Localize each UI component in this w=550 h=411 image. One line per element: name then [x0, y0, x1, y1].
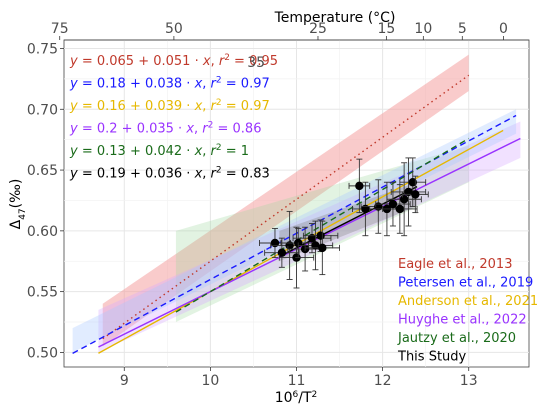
point-marker [270, 238, 280, 248]
legend-entry: Huyghe et al., 2022 [398, 313, 527, 328]
y-tick-label: 0.50 [27, 345, 58, 361]
legend: Eagle et al., 2013 Petersen et al., 2019 A… [397, 257, 538, 365]
x-tick-label: 10 [201, 373, 219, 389]
point-marker [411, 190, 420, 199]
y-tick-label: 0.70 [27, 102, 58, 118]
legend-entry: This Study [397, 350, 467, 365]
y-tick-label: 0.60 [27, 224, 58, 240]
x-tick-label: 13 [460, 373, 478, 389]
top-tick-label: 15 [377, 21, 395, 37]
point-marker [277, 248, 287, 257]
confidence-band [102, 54, 469, 347]
regression-equation: y = 0.18 + 0.038 · x, r2 = 0.97 [69, 76, 270, 92]
y-tick-label: 0.75 [27, 42, 58, 58]
y-tick-label: 0.55 [27, 285, 58, 301]
regression-equations: y = 0.065 + 0.051 · x, r2 = 0.95 y = 0.18… [69, 53, 278, 182]
legend-entry: Jautzy et al., 2020 [397, 331, 516, 346]
regression-equation: y = 0.065 + 0.051 · x, r2 = 0.95 [69, 53, 278, 69]
top-axis-title: Temperature (°C) [274, 10, 396, 26]
point-marker [361, 204, 370, 214]
top-tick-label: 25 [309, 21, 327, 37]
x-tick-label: 9 [120, 373, 129, 389]
point-marker [318, 243, 327, 253]
point-marker [395, 204, 405, 214]
x-axis-title: 106/T2 [275, 390, 318, 406]
data-point [399, 157, 427, 207]
x-tick-label: 11 [288, 373, 306, 389]
data-point [348, 158, 371, 214]
y-tick-label: 0.65 [27, 163, 58, 179]
regression-equation: y = 0.19 + 0.036 · x, r2 = 0.83 [69, 166, 270, 182]
confidence-band [72, 109, 517, 353]
regression-equation: y = 0.16 + 0.039 · x, r2 = 0.97 [69, 98, 270, 114]
top-tick-label: 0 [499, 21, 508, 37]
point-marker [408, 178, 417, 187]
top-tick-label: 75 [51, 21, 69, 37]
x-tick-label: 12 [374, 373, 392, 389]
data-points [259, 157, 429, 289]
legend-entry: Petersen et al., 2019 [398, 276, 533, 291]
point-marker [388, 199, 398, 209]
regression-line [72, 114, 517, 355]
point-marker [355, 181, 364, 191]
point-marker [285, 241, 294, 250]
data-point [382, 184, 418, 234]
regression-line [102, 74, 470, 340]
top-tick-label: 10 [414, 21, 432, 37]
top-tick-label: 5 [458, 21, 467, 37]
legend-entry: Anderson et al., 2021 [398, 294, 538, 309]
point-marker [399, 195, 409, 204]
point-marker [316, 231, 325, 240]
regression-equation: y = 0.13 + 0.042 · x, r2 = 1 [69, 143, 249, 159]
data-point [401, 175, 429, 214]
point-marker [307, 233, 317, 243]
regression-equation: y = 0.2 + 0.035 · x, r2 = 0.86 [69, 121, 261, 137]
legend-entry: Eagle et al., 2013 [398, 257, 512, 272]
data-point [304, 220, 341, 276]
y-axis-title: Δ47(‰) [8, 179, 28, 230]
temp-label-inside: 35 [247, 55, 265, 71]
top-tick-label: 50 [165, 21, 183, 37]
data-point [264, 237, 300, 268]
regression-line [278, 185, 418, 258]
